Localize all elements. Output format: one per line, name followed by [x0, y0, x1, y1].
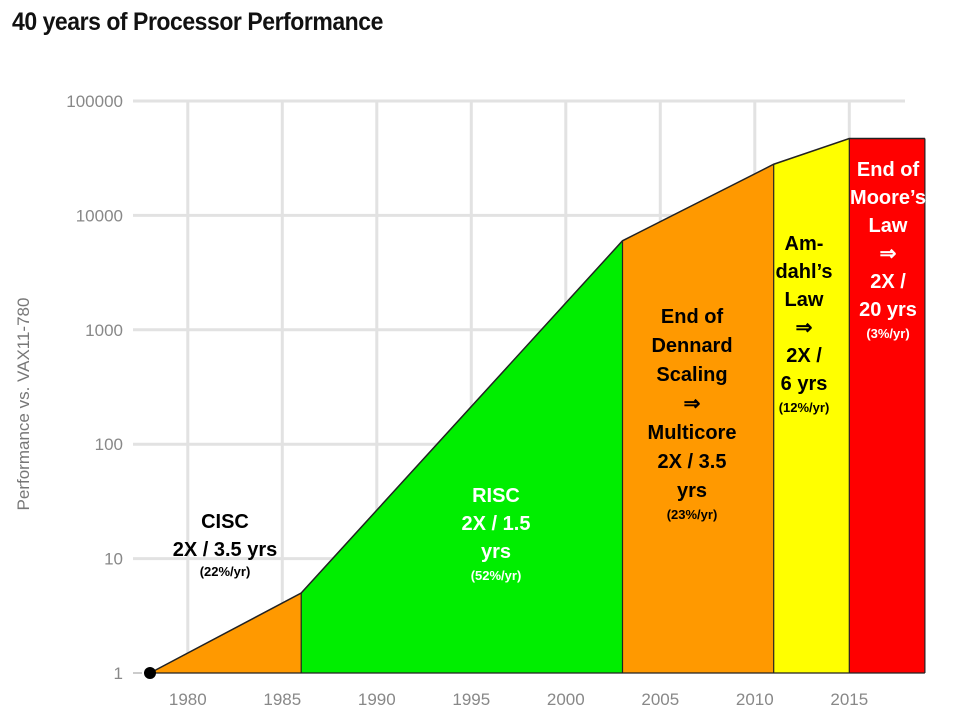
x-tick-label: 1985 — [263, 690, 301, 709]
era-rate-risc: (52%/yr) — [471, 568, 522, 583]
era-label-amdahl: Am- — [785, 233, 824, 255]
era-label-amdahl: Law — [785, 289, 824, 311]
era-region-risc — [301, 240, 623, 674]
era-label-cisc: 2X / 3.5 yrs — [173, 539, 278, 561]
y-tick-label: 1000 — [85, 321, 123, 340]
x-tick-label: 2005 — [641, 690, 679, 709]
era-label-risc: yrs — [481, 541, 511, 563]
era-label-risc: RISC — [472, 485, 520, 507]
era-rate-moore: (3%/yr) — [866, 326, 909, 341]
performance-curve — [149, 137, 925, 674]
y-tick-label: 10000 — [76, 206, 123, 225]
era-label-moore: 20 yrs — [859, 299, 917, 321]
era-label-moore: Moore’s — [850, 187, 926, 209]
era-region-dennard — [622, 164, 774, 673]
x-tick-label: 1980 — [169, 690, 207, 709]
era-label-dennard: 2X / 3.5 — [658, 451, 727, 473]
era-label-moore: ⇒ — [880, 243, 897, 265]
axis-ticks: 100000 10000 1000 100 10 1 1980 1985 1990 1995 200… — [66, 92, 868, 709]
era-label-moore: End of — [857, 159, 920, 181]
era-label-amdahl: dahl’s — [775, 261, 832, 283]
era-label-dennard: ⇒ — [684, 393, 701, 415]
x-tick-label: 2015 — [830, 690, 868, 709]
era-rate-amdahl: (12%/yr) — [779, 400, 830, 415]
era-label-moore: Law — [869, 215, 908, 237]
era-label-risc: 2X / 1.5 — [462, 513, 531, 535]
y-tick-label: 100 — [95, 435, 123, 454]
era-label-dennard: Scaling — [656, 364, 727, 386]
x-tick-label: 2000 — [547, 690, 585, 709]
page-title: 40 years of Processor Performance — [12, 8, 383, 36]
era-label-dennard: Dennard — [651, 335, 732, 357]
start-point-marker — [144, 667, 156, 679]
x-tick-label: 1995 — [452, 690, 490, 709]
era-rate-cisc: (22%/yr) — [200, 564, 251, 579]
curve-outline — [149, 137, 926, 674]
era-rate-dennard: (23%/yr) — [667, 507, 718, 522]
era-labels: CISC 2X / 3.5 yrs (22%/yr) RISC 2X / 1.5 yrs (… — [173, 159, 926, 583]
era-label-dennard: End of — [661, 306, 724, 328]
y-tick-label: 1 — [114, 664, 123, 683]
y-tick-label: 100000 — [66, 92, 123, 111]
era-region-amdahl — [773, 138, 850, 673]
era-label-amdahl: ⇒ — [796, 317, 813, 339]
x-tick-label: 2010 — [736, 690, 774, 709]
era-label-dennard: yrs — [677, 480, 707, 502]
era-label-cisc: CISC — [201, 511, 249, 533]
y-tick-label: 10 — [104, 550, 123, 569]
era-label-amdahl: 6 yrs — [781, 373, 828, 395]
x-tick-label: 1990 — [358, 690, 396, 709]
era-label-moore: 2X / — [870, 271, 906, 293]
era-label-amdahl: 2X / — [786, 345, 822, 367]
era-region-moore — [849, 138, 925, 673]
era-label-dennard: Multicore — [648, 422, 737, 444]
